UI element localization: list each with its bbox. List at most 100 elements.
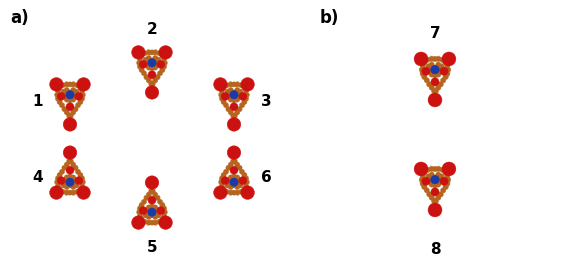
Circle shape bbox=[242, 99, 247, 104]
Circle shape bbox=[63, 177, 68, 182]
Circle shape bbox=[424, 78, 429, 83]
Circle shape bbox=[230, 178, 238, 186]
Circle shape bbox=[420, 63, 425, 68]
Circle shape bbox=[429, 85, 434, 90]
Circle shape bbox=[219, 178, 222, 181]
Circle shape bbox=[227, 146, 241, 159]
Circle shape bbox=[244, 96, 249, 101]
Circle shape bbox=[437, 66, 442, 71]
Circle shape bbox=[146, 223, 150, 226]
Circle shape bbox=[146, 192, 151, 197]
Circle shape bbox=[439, 64, 444, 69]
Circle shape bbox=[149, 59, 155, 64]
Circle shape bbox=[436, 182, 441, 187]
Circle shape bbox=[152, 84, 155, 87]
Circle shape bbox=[148, 208, 156, 216]
Circle shape bbox=[432, 198, 437, 204]
Circle shape bbox=[436, 166, 441, 171]
Circle shape bbox=[228, 110, 233, 115]
Circle shape bbox=[67, 98, 72, 103]
Circle shape bbox=[146, 55, 151, 61]
Circle shape bbox=[228, 190, 233, 195]
Circle shape bbox=[432, 88, 437, 94]
Circle shape bbox=[157, 60, 165, 68]
Circle shape bbox=[228, 193, 232, 196]
Circle shape bbox=[156, 208, 161, 213]
Circle shape bbox=[436, 62, 441, 67]
Circle shape bbox=[237, 165, 242, 170]
Circle shape bbox=[421, 184, 427, 190]
Circle shape bbox=[149, 220, 155, 225]
Circle shape bbox=[137, 216, 140, 219]
Circle shape bbox=[431, 78, 439, 86]
Circle shape bbox=[228, 82, 233, 87]
Circle shape bbox=[63, 146, 77, 159]
Circle shape bbox=[55, 186, 58, 189]
Circle shape bbox=[137, 56, 142, 61]
Circle shape bbox=[82, 96, 85, 99]
Circle shape bbox=[232, 181, 237, 186]
Circle shape bbox=[57, 187, 62, 192]
Circle shape bbox=[71, 162, 76, 167]
Circle shape bbox=[234, 162, 240, 167]
Circle shape bbox=[60, 189, 66, 194]
Circle shape bbox=[445, 173, 450, 178]
Circle shape bbox=[154, 60, 159, 65]
Circle shape bbox=[145, 63, 150, 68]
Text: 2: 2 bbox=[147, 22, 158, 37]
Circle shape bbox=[150, 189, 155, 194]
Circle shape bbox=[73, 107, 78, 112]
Circle shape bbox=[419, 177, 424, 182]
Circle shape bbox=[63, 91, 68, 97]
Circle shape bbox=[61, 89, 66, 94]
Circle shape bbox=[80, 176, 85, 181]
Circle shape bbox=[442, 52, 456, 66]
Circle shape bbox=[78, 85, 83, 90]
Circle shape bbox=[63, 118, 77, 131]
Circle shape bbox=[82, 178, 85, 181]
Circle shape bbox=[57, 93, 65, 100]
Circle shape bbox=[419, 62, 423, 66]
Circle shape bbox=[228, 175, 233, 180]
Circle shape bbox=[55, 88, 58, 91]
Circle shape bbox=[70, 116, 73, 119]
Circle shape bbox=[438, 192, 444, 197]
Circle shape bbox=[427, 192, 432, 197]
Circle shape bbox=[67, 174, 72, 179]
Circle shape bbox=[440, 177, 448, 185]
Circle shape bbox=[234, 97, 240, 102]
Circle shape bbox=[66, 91, 74, 99]
Circle shape bbox=[232, 159, 237, 164]
Circle shape bbox=[59, 169, 64, 174]
Circle shape bbox=[232, 98, 237, 103]
Circle shape bbox=[71, 82, 76, 87]
Circle shape bbox=[142, 219, 147, 224]
Circle shape bbox=[160, 67, 165, 73]
Circle shape bbox=[150, 81, 155, 86]
Circle shape bbox=[154, 63, 159, 68]
Circle shape bbox=[231, 159, 236, 164]
Circle shape bbox=[137, 64, 140, 67]
Circle shape bbox=[71, 88, 76, 93]
Circle shape bbox=[76, 169, 81, 174]
Circle shape bbox=[70, 158, 73, 161]
Circle shape bbox=[137, 64, 142, 69]
Circle shape bbox=[145, 176, 159, 189]
Circle shape bbox=[137, 56, 140, 59]
Circle shape bbox=[219, 96, 224, 101]
Circle shape bbox=[68, 113, 73, 118]
Circle shape bbox=[160, 217, 165, 222]
Circle shape bbox=[156, 62, 161, 67]
Circle shape bbox=[224, 83, 229, 88]
Circle shape bbox=[75, 93, 83, 100]
Circle shape bbox=[432, 70, 438, 76]
Text: 8: 8 bbox=[430, 242, 440, 257]
Circle shape bbox=[74, 183, 79, 188]
Circle shape bbox=[438, 82, 444, 87]
Circle shape bbox=[159, 216, 172, 229]
Circle shape bbox=[50, 78, 63, 91]
Circle shape bbox=[137, 60, 142, 65]
Circle shape bbox=[156, 213, 161, 218]
Circle shape bbox=[447, 70, 450, 74]
Circle shape bbox=[419, 67, 424, 72]
